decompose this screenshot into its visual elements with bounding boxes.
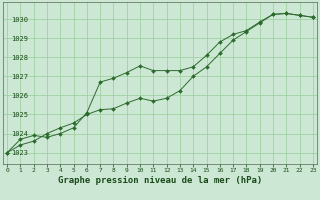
X-axis label: Graphe pression niveau de la mer (hPa): Graphe pression niveau de la mer (hPa) [58,176,262,185]
